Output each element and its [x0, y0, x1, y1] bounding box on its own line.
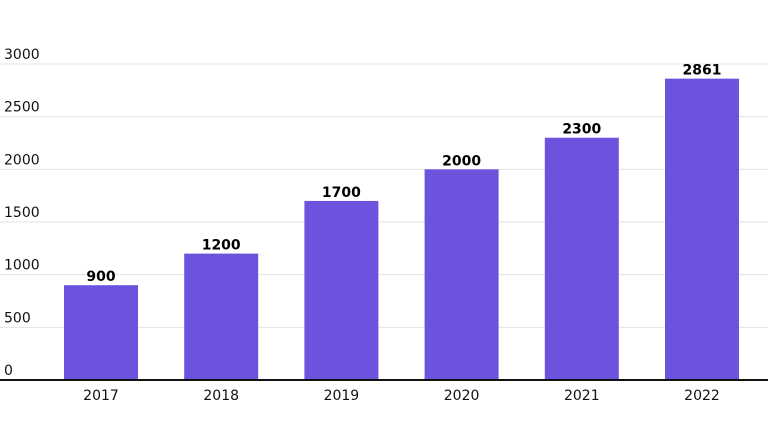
bar-2021: [544, 137, 619, 380]
x-tick-label-2020: 2020: [444, 388, 480, 404]
bar-2022: [665, 78, 739, 381]
x-tick-label-2019: 2019: [324, 388, 360, 404]
y-tick-label-3000: 3000: [4, 47, 40, 63]
data-label-2022: 2861: [683, 63, 722, 79]
bar-2017: [64, 285, 138, 380]
data-label-2020: 2000: [442, 153, 481, 169]
x-tick-label-2017: 2017: [83, 388, 119, 404]
data-label-2019: 1700: [322, 185, 361, 201]
bar-2018: [184, 253, 259, 380]
bar-2019: [304, 200, 379, 380]
gridlines: [0, 63, 768, 328]
y-tick-label-1500: 1500: [4, 205, 40, 221]
y-axis-ticks: 0 500 1000 1500 2000 2500 3000: [4, 47, 40, 379]
y-tick-label-2000: 2000: [4, 152, 40, 168]
y-tick-label-2500: 2500: [4, 100, 40, 116]
data-labels: 900 1200 1700 2000 2300 2861: [86, 63, 721, 286]
data-label-2017: 900: [86, 269, 115, 285]
x-axis-ticks: 2017 2018 2019 2020 2021 2022: [83, 388, 720, 404]
x-tick-label-2018: 2018: [203, 388, 239, 404]
y-tick-label-500: 500: [4, 310, 31, 326]
y-tick-label-1000: 1000: [4, 258, 40, 274]
data-label-2021: 2300: [562, 122, 601, 138]
bar-2020: [424, 169, 499, 380]
y-tick-label-0: 0: [4, 363, 13, 379]
bars: [64, 78, 739, 381]
x-tick-label-2022: 2022: [684, 388, 720, 404]
x-tick-label-2021: 2021: [564, 388, 600, 404]
data-label-2018: 1200: [202, 238, 241, 254]
